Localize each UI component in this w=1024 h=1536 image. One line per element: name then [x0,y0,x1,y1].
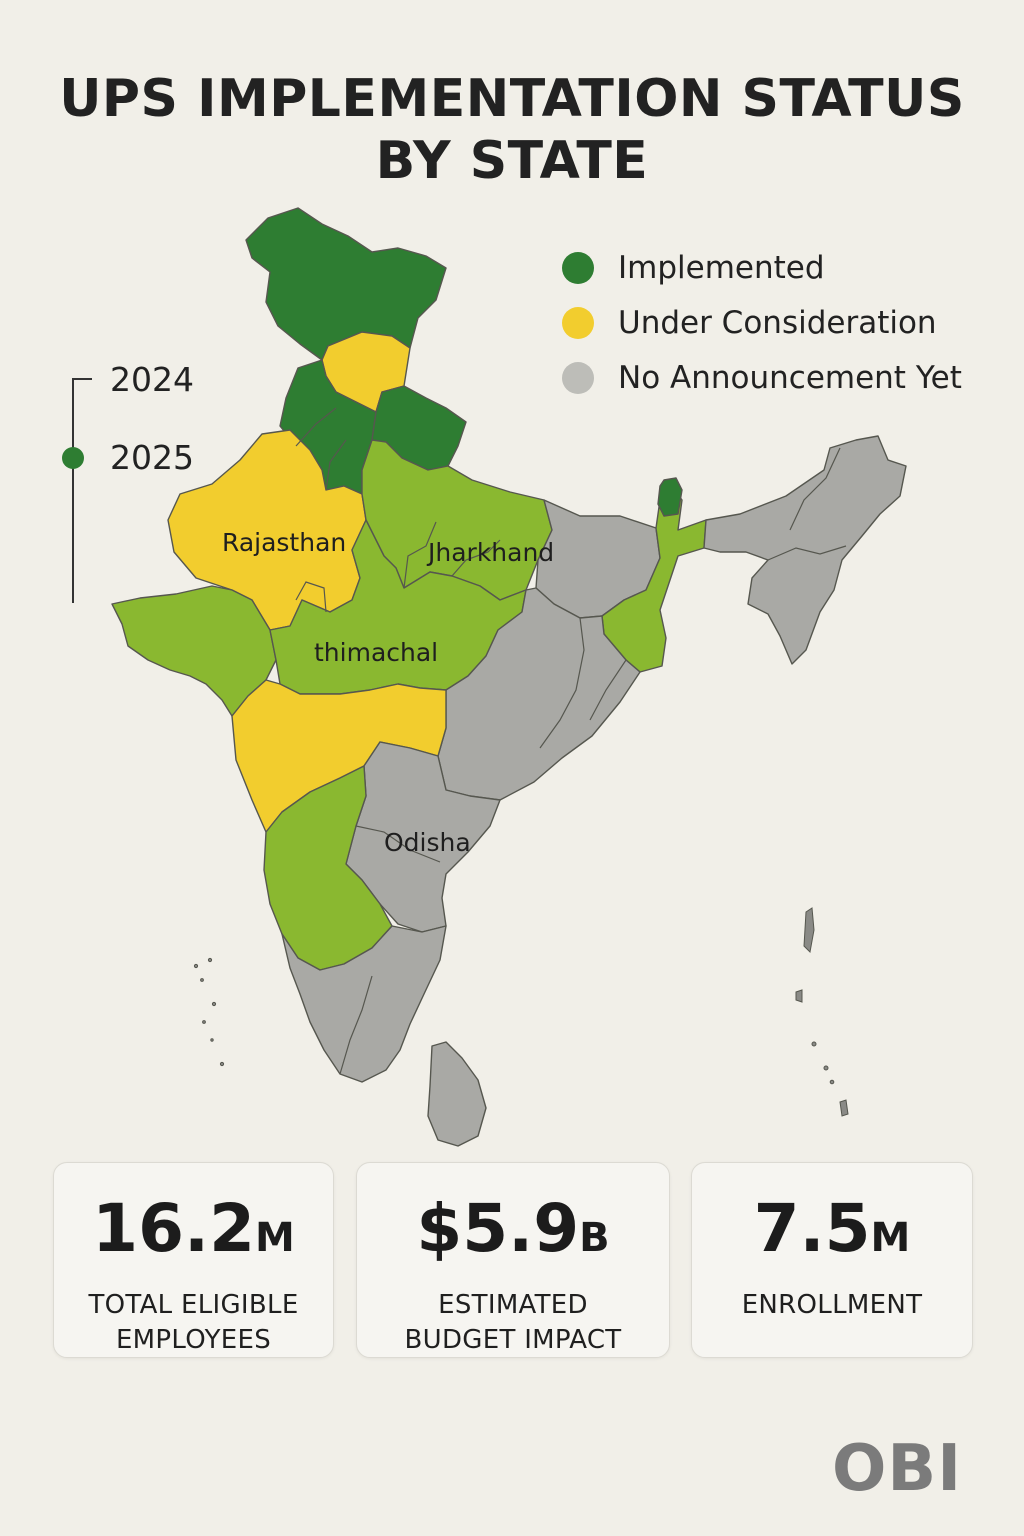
legend-label: No Announcement Yet [618,359,962,396]
stat-value: 7.5M [692,1189,972,1278]
timeline-tick [72,378,92,380]
title-line-1: UPS IMPLEMENTATION STATUS [59,69,965,129]
timeline-year-2024[interactable]: 2024 [110,360,194,399]
legend-item-no-announcement[interactable]: No Announcement Yet [562,350,962,405]
legend: Implemented Under Consideration No Annou… [562,240,962,405]
timeline-year-2025[interactable]: 2025 [110,438,194,477]
stat-label-line: ESTIMATED [438,1290,588,1320]
region-sikkim[interactable] [657,477,683,517]
legend-label: Implemented [618,249,825,286]
legend-swatch-under-consideration [562,306,594,339]
stat-card-enrollment: 7.5M ENROLLMENT [691,1162,973,1358]
legend-swatch-implemented [562,251,594,284]
region-sri-lanka[interactable] [427,1041,487,1147]
legend-item-under-consideration[interactable]: Under Consideration [562,295,962,350]
stat-label: ESTIMATED BUDGET IMPACT [357,1288,669,1358]
stat-number: 16.2 [92,1190,256,1267]
stat-card-budget-impact: $5.9B ESTIMATED BUDGET IMPACT [356,1162,670,1358]
india-map [111,207,907,1147]
map-label-odisha: Odisha [384,828,471,857]
legend-item-implemented[interactable]: Implemented [562,240,962,295]
brand-logo: OBI [832,1432,962,1506]
stat-number: 7.5 [753,1190,871,1267]
stat-number: $5.9 [416,1190,580,1267]
stat-unit: M [255,1215,295,1261]
stat-unit: B [579,1215,610,1261]
nicobar-islands [839,1099,849,1117]
timeline-selected-dot[interactable] [62,447,84,469]
stat-unit: M [870,1215,911,1261]
stat-label-line: ENROLLMENT [741,1290,923,1320]
map-label-jharkhand: Jharkhand [428,538,555,567]
andaman-islands-small [795,989,803,1003]
stat-card-eligible-employees: 16.2M TOTAL ELIGIBLE EMPLOYEES [53,1162,334,1358]
map-label-thimachal: thimachal [314,638,439,667]
stat-label-line: EMPLOYEES [115,1325,272,1355]
stat-label-line: BUDGET IMPACT [404,1325,622,1355]
legend-swatch-no-announcement [562,361,594,394]
andaman-islands [803,907,815,954]
title-line-2: BY STATE [375,131,649,191]
stat-label: TOTAL ELIGIBLE EMPLOYEES [54,1288,333,1358]
page-title: UPS IMPLEMENTATION STATUS BY STATE [0,68,1024,192]
year-timeline: 2024 2025 [56,360,216,610]
legend-label: Under Consideration [618,304,937,341]
stat-value: $5.9B [357,1189,669,1278]
stat-label: ENROLLMENT [692,1288,972,1323]
region-west-bengal[interactable] [601,485,707,673]
stat-label-line: TOTAL ELIGIBLE [88,1290,299,1320]
stat-value: 16.2M [54,1189,333,1278]
region-jammu-kashmir[interactable] [245,207,447,361]
timeline-track [72,378,74,603]
map-label-rajasthan: Rajasthan [222,528,347,557]
